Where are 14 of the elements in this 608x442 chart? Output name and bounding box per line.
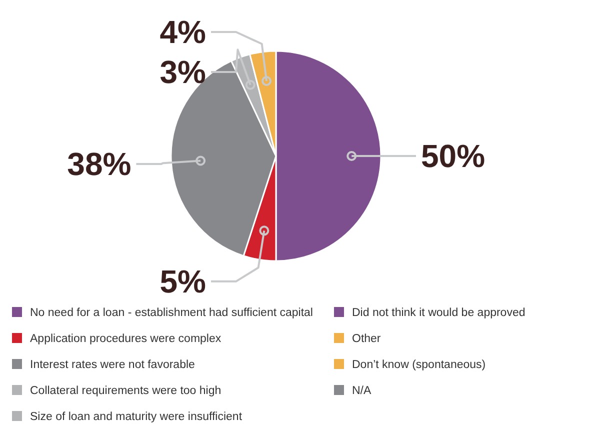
- legend-label: Collateral requirements were too high: [30, 385, 222, 398]
- data-label: 4%: [160, 14, 206, 50]
- legend-label: No need for a loan - establishment had sufficient capital: [30, 307, 313, 320]
- data-label: 50%: [421, 138, 486, 174]
- data-label: 3%: [160, 54, 206, 90]
- legend-label: Interest rates were not favorable: [30, 359, 195, 372]
- data-label: 38%: [67, 146, 132, 182]
- data-label: 5%: [160, 264, 206, 300]
- legend-label: Other: [352, 333, 381, 346]
- legend-label: N/A: [352, 385, 372, 398]
- legend-label: Did not think it would be approved: [352, 307, 526, 320]
- legend-label: Don’t know (spontaneous): [352, 359, 486, 372]
- legend-label: Application procedures were complex: [30, 333, 222, 346]
- legend-label: Size of loan and maturity were insufficient: [30, 411, 243, 424]
